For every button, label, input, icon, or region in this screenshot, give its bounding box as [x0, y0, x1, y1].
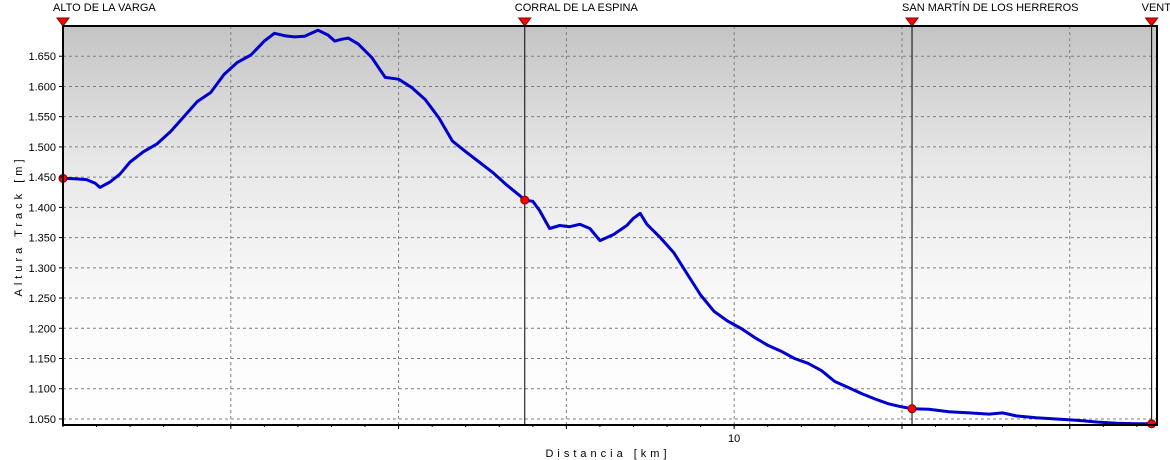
waypoint-label: ALTO DE LA VARGA	[53, 2, 156, 14]
y-tick-label: 1.400	[28, 202, 56, 214]
elevation-line	[61, 28, 1154, 426]
y-tick-label: 1.200	[28, 323, 56, 335]
y-tick-label: 1.550	[28, 112, 56, 124]
waypoint-flag-icon	[56, 17, 70, 27]
x-axis-ticks: 10	[62, 425, 1138, 445]
y-tick-label: 1.300	[28, 263, 56, 275]
waypoint-point	[1147, 419, 1157, 429]
plot-frame	[62, 25, 1158, 426]
y-axis-title: Altura Track [m]	[13, 155, 25, 296]
waypoint-label: VENT	[1142, 2, 1170, 14]
waypoint-point	[520, 195, 530, 205]
plot-background	[63, 26, 1157, 425]
y-tick-label: 1.100	[28, 384, 56, 396]
waypoint-markers: ALTO DE LA VARGA CORRAL DE LA ESPINA SAN M…	[53, 1, 1170, 429]
waypoint-flag-icon	[905, 17, 920, 27]
y-tick-label: 1.250	[28, 293, 56, 305]
x-axis-title: Distancia [km]	[545, 448, 670, 460]
y-tick-label: 1.650	[28, 51, 56, 63]
waypoint-label: CORRAL DE LA ESPINA	[515, 2, 639, 14]
waypoint-point	[907, 404, 917, 414]
x-tick-label: 10	[728, 433, 740, 445]
y-tick-label: 1.350	[28, 233, 56, 245]
y-tick-label: 1.500	[28, 142, 56, 154]
y-axis-ticks: 1.650 1.600 1.550 1.500 1.450 1.400 1.350 1.300…	[28, 51, 63, 426]
y-tick-label: 1.450	[28, 172, 56, 184]
waypoint-flag-icon	[517, 17, 532, 27]
series-group	[61, 28, 1154, 426]
y-tick-label: 1.050	[28, 414, 56, 426]
waypoint-label: SAN MARTÍN DE LOS HERREROS	[902, 1, 1078, 14]
y-tick-label: 1.600	[28, 81, 56, 93]
waypoint-flag-icon	[1144, 17, 1159, 27]
y-tick-label: 1.150	[28, 354, 56, 366]
